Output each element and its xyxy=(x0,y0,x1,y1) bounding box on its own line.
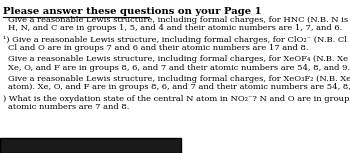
FancyBboxPatch shape xyxy=(0,138,181,153)
Text: Give a reasonable Lewis structure, including formal charges, for HNC (N.B. N is : Give a reasonable Lewis structure, inclu… xyxy=(8,16,350,24)
Text: Please answer these questions on your Page 1: Please answer these questions on your Pa… xyxy=(3,7,262,16)
Text: Give a reasonable Lewis structure, including formal charges, for XeO₃F₂ (N.B. Xe: Give a reasonable Lewis structure, inclu… xyxy=(8,75,350,83)
Text: Cl and O are in groups 7 and 6 and their atomic numbers are 17 and 8.: Cl and O are in groups 7 and 6 and their… xyxy=(8,44,309,52)
Text: Xe, O, and F are in groups 8, 6, and 7 and their atomic numbers are 54, 8, and 9: Xe, O, and F are in groups 8, 6, and 7 a… xyxy=(8,64,350,72)
Text: ) What is the oxydation state of the central N atom in NO₂⁻? N and O are in grou: ) What is the oxydation state of the cen… xyxy=(3,95,350,103)
Text: atomic numbers are 7 and 8.: atomic numbers are 7 and 8. xyxy=(8,103,130,111)
Text: ¹) Give a reasonable Lewis structure, including formal charges, for ClO₂⁻ (N.B. : ¹) Give a reasonable Lewis structure, in… xyxy=(3,36,350,44)
Text: H, N, and C are in groups 1, 5, and 4 and their atomic numbers are 1, 7, and 6.: H, N, and C are in groups 1, 5, and 4 an… xyxy=(8,24,342,32)
Text: atom). Xe, O, and F are in groups 8, 6, and 7 and their atomic numbers are 54, 8: atom). Xe, O, and F are in groups 8, 6, … xyxy=(8,83,350,91)
Text: Give a reasonable Lewis structure, including formal charges, for XeOF₄ (N.B. Xe : Give a reasonable Lewis structure, inclu… xyxy=(8,55,350,63)
